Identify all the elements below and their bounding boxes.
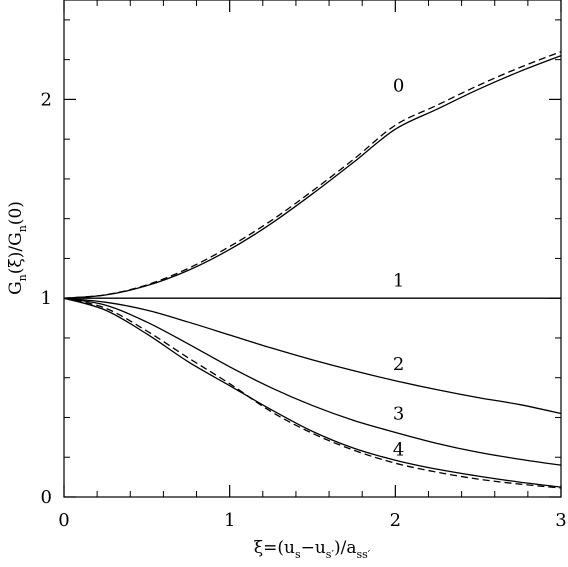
tick-labels: 0 1 2 3 0 1 2 <box>41 89 567 531</box>
series-line-dashed-6 <box>63 297 562 489</box>
series-label-4: 4 <box>393 439 404 460</box>
y-tick-label: 2 <box>41 89 52 110</box>
series-line-n3 <box>63 297 562 466</box>
x-tick-label: 0 <box>58 510 69 531</box>
series-label-2: 2 <box>393 354 404 375</box>
series-line-n2 <box>63 297 562 415</box>
series-label-0: 0 <box>393 75 404 96</box>
series-line-n4 <box>63 297 562 488</box>
x-tick-label: 3 <box>555 510 566 531</box>
series-line-dashed-1 <box>63 51 562 299</box>
y-axis-label: Gn(ξ)/Gn(0) <box>6 201 29 295</box>
series-layer <box>63 51 562 489</box>
x-tick-label: 2 <box>390 510 401 531</box>
x-tick-label: 1 <box>224 510 235 531</box>
series-line-n0 <box>63 55 562 299</box>
plot-frame <box>63 0 562 498</box>
x-axis-label: ξ=(us−us′)/ass′ <box>254 538 371 561</box>
y-tick-label: 0 <box>41 487 52 508</box>
series-labels: 0 1 2 3 4 <box>393 75 404 460</box>
y-tick-label: 1 <box>41 288 52 309</box>
tick-marks <box>63 0 562 498</box>
series-label-3: 3 <box>393 403 404 424</box>
series-label-1: 1 <box>393 270 404 291</box>
